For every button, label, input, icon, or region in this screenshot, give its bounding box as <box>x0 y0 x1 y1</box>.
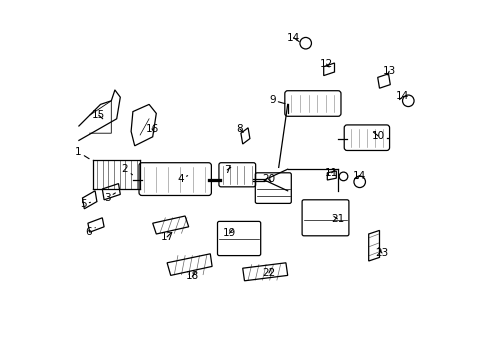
Text: 9: 9 <box>268 95 285 105</box>
Text: 4: 4 <box>177 174 187 184</box>
Text: 23: 23 <box>375 248 388 258</box>
Text: 5: 5 <box>80 199 90 210</box>
Text: 17: 17 <box>160 232 173 242</box>
Text: 12: 12 <box>319 59 332 69</box>
Text: 21: 21 <box>330 214 343 224</box>
Text: 1: 1 <box>75 147 89 159</box>
Text: 18: 18 <box>185 271 199 282</box>
Text: 14: 14 <box>286 33 300 43</box>
Text: 11: 11 <box>325 168 338 178</box>
Text: 10: 10 <box>371 131 384 141</box>
Text: 7: 7 <box>224 165 230 175</box>
Text: 14: 14 <box>395 91 408 102</box>
Text: 13: 13 <box>382 66 395 76</box>
Text: 15: 15 <box>92 110 105 120</box>
Text: 19: 19 <box>223 228 236 238</box>
Text: 2: 2 <box>122 164 132 175</box>
Text: 6: 6 <box>85 227 95 237</box>
Text: 22: 22 <box>262 268 275 278</box>
Text: 8: 8 <box>236 124 243 134</box>
Text: 16: 16 <box>145 124 158 134</box>
Text: 20: 20 <box>262 174 275 184</box>
Text: 14: 14 <box>352 171 366 181</box>
Text: 3: 3 <box>103 193 115 203</box>
